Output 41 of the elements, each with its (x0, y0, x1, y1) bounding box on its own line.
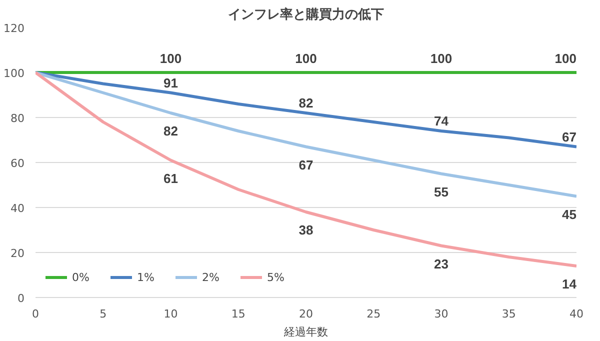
data-label: 91 (164, 75, 178, 90)
data-label: 100 (554, 51, 577, 66)
data-label: 100 (430, 51, 452, 66)
y-tick-label: 40 (10, 202, 25, 215)
y-tick-label: 120 (4, 22, 25, 35)
x-tick-label: 20 (299, 308, 313, 320)
x-tick-label: 15 (231, 308, 246, 320)
data-label: 100 (295, 51, 317, 66)
legend-label: 5% (267, 270, 286, 284)
data-label: 67 (562, 129, 577, 144)
x-tick-label: 30 (434, 308, 448, 320)
x-tick-label: 5 (100, 308, 107, 320)
legend-label: 0% (72, 270, 90, 284)
line-series (36, 71, 576, 148)
data-label: 23 (434, 256, 448, 272)
data-label: 74 (434, 114, 450, 128)
x-tick-label: 35 (502, 308, 516, 320)
data-label: 14 (562, 276, 578, 292)
data-label: 55 (434, 184, 448, 200)
data-label: 38 (298, 222, 314, 238)
data-label: 100 (160, 51, 182, 66)
legend-label: 2% (202, 270, 220, 284)
legend-label: 1% (137, 270, 156, 284)
data-label: 82 (298, 96, 314, 110)
data-label: 45 (562, 206, 577, 222)
y-tick-label: 100 (4, 67, 25, 80)
line-series (36, 71, 576, 268)
x-tick-label: 0 (32, 308, 39, 320)
y-tick-label: 60 (10, 157, 25, 170)
data-label: 61 (164, 170, 178, 186)
y-tick-label: 20 (10, 247, 25, 260)
x-tick-label: 25 (366, 308, 381, 320)
x-axis-title: 経過年数 (283, 326, 328, 338)
x-tick-label: 10 (164, 308, 178, 320)
data-label: 82 (164, 124, 178, 138)
line-series (36, 71, 576, 198)
y-tick-label: 0 (18, 292, 24, 305)
chart-title: インフレ率と購買力の低下 (228, 6, 384, 22)
y-tick-label: 80 (10, 112, 25, 125)
data-label: 67 (298, 157, 314, 172)
x-tick-label: 40 (570, 308, 584, 320)
